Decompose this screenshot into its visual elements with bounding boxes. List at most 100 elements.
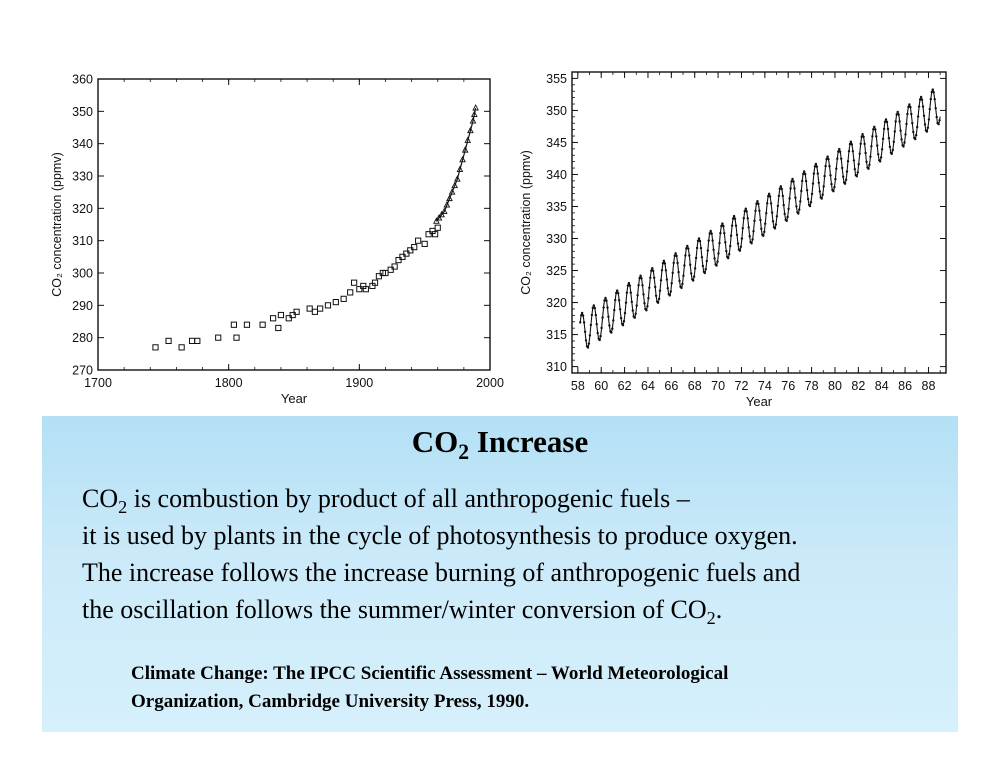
data-line-monthly-co2 (579, 88, 941, 349)
data-point-monthly (822, 185, 825, 188)
data-point-monthly (762, 234, 765, 237)
data-point-monthly (676, 261, 679, 265)
data-point-monthly (661, 262, 665, 265)
caption-line-3: The increase follows the increase burnin… (82, 558, 801, 587)
data-point-monthly (886, 127, 890, 131)
data-point-monthly (874, 128, 877, 131)
y-tick-label: 350 (72, 105, 93, 119)
data-point-monthly (610, 331, 613, 334)
x-tick-label: 78 (805, 379, 819, 393)
data-point-monthly (627, 281, 631, 285)
data-point-monthly (915, 133, 918, 137)
data-point-monthly (764, 222, 767, 225)
data-point-square (387, 266, 394, 273)
data-point-monthly (722, 225, 725, 228)
data-point-monthly (808, 204, 812, 208)
data-point-monthly (851, 150, 855, 153)
data-point-monthly (658, 289, 662, 292)
data-point-monthly (818, 190, 821, 193)
data-point-monthly (639, 274, 642, 277)
data-point-square (285, 315, 292, 322)
data-point-monthly (666, 287, 669, 290)
y-tick-label: 345 (546, 136, 567, 150)
data-point-square (434, 224, 441, 231)
citation-line-2: Organization, Cambridge University Press… (131, 691, 530, 712)
data-point-square (178, 344, 185, 351)
data-point-monthly (803, 170, 806, 173)
data-point-monthly (786, 215, 789, 219)
data-point-monthly (580, 314, 583, 317)
data-point-monthly (751, 238, 754, 241)
data-point-monthly (923, 123, 927, 126)
data-point-monthly (931, 88, 934, 91)
data-point-monthly (836, 157, 839, 160)
data-point-monthly (827, 158, 830, 161)
data-point-monthly (670, 282, 673, 285)
x-tick-label: 84 (875, 379, 889, 393)
data-point-monthly (882, 127, 886, 131)
data-point-monthly (834, 177, 837, 181)
data-point-monthly (638, 276, 641, 280)
data-point-monthly (640, 277, 643, 280)
data-point-monthly (850, 143, 854, 146)
data-point-monthly (599, 334, 602, 338)
data-point-monthly (879, 156, 883, 159)
data-point-square (293, 308, 300, 315)
data-point-monthly (790, 180, 793, 183)
x-tick-label: 1900 (345, 376, 373, 390)
x-tick-label: 1800 (215, 376, 243, 390)
data-point-monthly (916, 125, 919, 129)
data-point-monthly (678, 279, 681, 283)
data-point-triangle (448, 188, 456, 195)
data-point-triangle (467, 126, 474, 134)
data-point-monthly (608, 324, 611, 327)
data-point-square (371, 279, 379, 286)
data-point-monthly (690, 272, 693, 275)
y-tick-label: 340 (72, 137, 93, 151)
citation-line-1: Climate Change: The IPCC Scientific Asse… (131, 663, 729, 684)
x-axis-label: Year (746, 394, 773, 409)
data-point-monthly (617, 292, 620, 295)
data-point-monthly (683, 264, 686, 267)
data-point-monthly (693, 267, 697, 270)
data-point-monthly (900, 138, 903, 141)
x-axis-label: Year (281, 391, 308, 406)
data-point-monthly (755, 202, 758, 205)
data-point-monthly (621, 324, 625, 327)
data-point-monthly (817, 181, 820, 184)
y-tick-label: 325 (546, 264, 567, 278)
data-point-monthly (612, 319, 615, 322)
data-point-triangle (461, 146, 469, 153)
data-point-monthly (656, 301, 660, 304)
data-point-monthly (672, 261, 675, 265)
data-point-monthly (668, 294, 671, 297)
data-point-monthly (933, 98, 936, 101)
data-point-monthly (917, 105, 921, 108)
data-point-square (395, 256, 402, 264)
data-point-monthly (869, 155, 872, 158)
data-point-square (351, 279, 358, 286)
y-tick-label: 270 (72, 364, 93, 378)
data-point-monthly (593, 306, 596, 310)
data-point-monthly (636, 294, 639, 297)
data-point-monthly (848, 142, 852, 146)
data-point-monthly (719, 231, 722, 235)
y-tick-label: 290 (72, 299, 93, 313)
data-point-monthly (720, 224, 723, 228)
x-tick-label: 86 (898, 379, 912, 393)
x-tick-label: 74 (758, 379, 772, 393)
data-point-monthly (846, 160, 850, 163)
caption-line-4: the oscillation follows the summer/winte… (82, 595, 723, 629)
data-point-monthly (813, 165, 817, 168)
data-point-monthly (868, 163, 871, 167)
data-point-monthly (765, 212, 768, 215)
data-point-monthly (895, 113, 898, 116)
data-point-triangle (435, 214, 443, 221)
data-point-square (230, 321, 237, 328)
y-tick-label: 280 (72, 331, 93, 345)
data-point-square (391, 263, 398, 270)
data-point-monthly (735, 233, 739, 237)
data-point-monthly (795, 205, 798, 208)
data-point-monthly (769, 202, 773, 205)
data-point-square (421, 240, 428, 248)
